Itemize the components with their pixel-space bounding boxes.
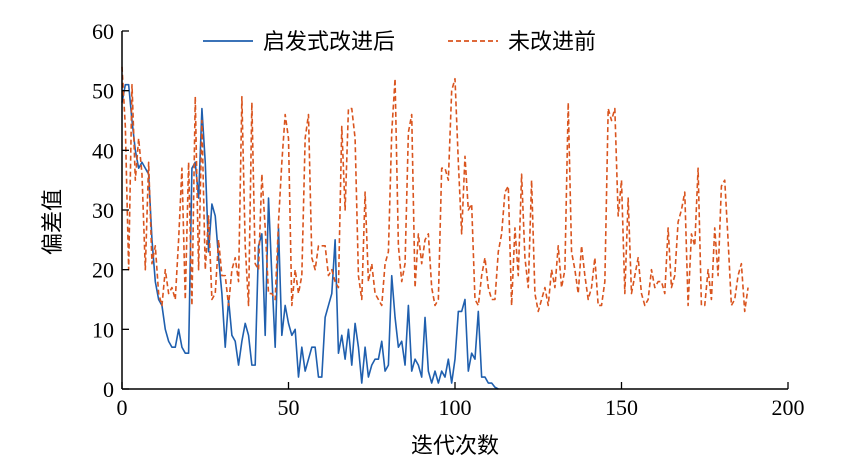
ticks: 0 50 100 150 200 0 10 20 30 40 50 60 bbox=[92, 19, 805, 420]
series-line-1 bbox=[121, 83, 499, 390]
x-tick-label: 100 bbox=[439, 395, 472, 420]
y-tick-label: 30 bbox=[92, 198, 114, 223]
x-tick-label: 50 bbox=[278, 395, 300, 420]
y-tick-label: 40 bbox=[92, 138, 114, 163]
plot-lines bbox=[121, 66, 749, 390]
y-tick-label: 60 bbox=[92, 19, 114, 44]
y-tick-label: 20 bbox=[92, 258, 114, 283]
legend: 启发式改进后 未改进前 bbox=[203, 30, 596, 55]
x-tick-label: 150 bbox=[605, 395, 638, 420]
series-line-2 bbox=[121, 66, 749, 313]
y-tick-label: 0 bbox=[103, 377, 114, 402]
legend-label-2: 未改进前 bbox=[508, 30, 596, 55]
x-tick-label: 200 bbox=[772, 395, 805, 420]
legend-label-1: 启发式改进后 bbox=[263, 30, 395, 55]
y-axis-label: 偏差值 bbox=[41, 189, 66, 255]
y-tick-label: 50 bbox=[92, 79, 114, 104]
x-axis-label: 迭代次数 bbox=[411, 434, 499, 459]
y-tick-label: 10 bbox=[92, 317, 114, 342]
axes bbox=[121, 31, 788, 390]
x-tick-label: 0 bbox=[117, 395, 128, 420]
